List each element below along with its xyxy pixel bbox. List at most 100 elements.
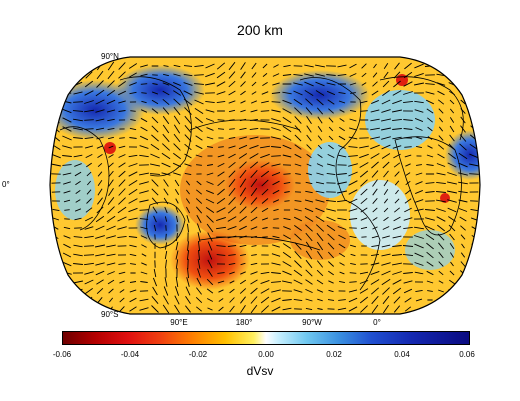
anisotropy-arrow <box>239 178 247 188</box>
anisotropy-arrow <box>161 162 171 168</box>
anisotropy-arrow <box>283 234 291 240</box>
anisotropy-arrow <box>250 206 258 214</box>
anisotropy-arrow <box>86 171 92 177</box>
anisotropy-arrow <box>294 116 302 124</box>
anisotropy-arrow <box>315 81 325 87</box>
anisotropy-arrow <box>228 109 236 113</box>
anisotropy-arrow <box>261 188 269 196</box>
anisotropy-arrow <box>128 63 138 69</box>
anisotropy-arrow <box>414 72 424 78</box>
anisotropy-arrow <box>447 199 457 203</box>
anisotropy-arrow <box>328 144 334 150</box>
anisotropy-arrow <box>383 198 389 204</box>
anisotropy-arrow <box>184 143 192 151</box>
anisotropy-arrow <box>404 146 412 148</box>
anisotropy-arrow <box>229 128 235 130</box>
anisotropy-arrow <box>404 154 412 158</box>
anisotropy-arrow <box>371 244 379 248</box>
anisotropy-arrow <box>394 62 400 70</box>
anisotropy-arrow <box>186 189 190 195</box>
anisotropy-arrow <box>416 145 422 149</box>
anisotropy-arrow <box>426 164 434 166</box>
anisotropy-arrow <box>52 261 60 267</box>
anisotropy-arrow <box>395 189 399 195</box>
anisotropy-arrow <box>414 100 424 104</box>
anisotropy-arrow <box>173 64 181 68</box>
anisotropy-arrow <box>438 108 444 114</box>
anisotropy-arrow <box>228 153 236 159</box>
anisotropy-arrow <box>106 89 116 97</box>
anisotropy-arrow <box>196 180 202 186</box>
anisotropy-arrow <box>471 83 477 85</box>
anisotropy-arrow <box>205 109 215 113</box>
anisotropy-arrow <box>414 199 424 203</box>
anisotropy-arrow <box>251 81 257 87</box>
anisotropy-arrow <box>403 71 413 79</box>
anisotropy-arrow <box>62 307 72 311</box>
anisotropy-arrow <box>436 163 446 167</box>
anisotropy-arrow <box>261 179 269 187</box>
anisotropy-arrow <box>393 153 401 159</box>
colorbar-tick: 0.00 <box>258 350 274 359</box>
anisotropy-arrow <box>349 281 357 283</box>
anisotropy-arrow <box>51 289 61 293</box>
anisotropy-arrow <box>338 100 346 104</box>
anisotropy-arrow <box>438 135 444 141</box>
anisotropy-arrow <box>140 73 148 77</box>
anisotropy-arrow <box>118 179 126 187</box>
anisotropy-arrow <box>436 172 446 176</box>
anisotropy-arrow <box>63 226 71 230</box>
anisotropy-arrow <box>164 242 168 250</box>
anisotropy-arrow <box>227 225 237 231</box>
anisotropy-arrow <box>306 172 312 176</box>
anisotropy-arrow <box>447 64 457 68</box>
anisotropy-arrow <box>360 179 368 187</box>
anisotropy-arrow <box>228 178 236 188</box>
anisotropy-arrow <box>196 223 202 233</box>
anisotropy-arrow <box>73 236 83 238</box>
anisotropy-arrow <box>238 153 248 159</box>
anisotropy-arrow <box>249 136 259 140</box>
anisotropy-arrow <box>73 91 83 95</box>
anisotropy-arrow <box>108 179 114 187</box>
anisotropy-arrow <box>460 261 466 267</box>
anisotropy-arrow <box>74 306 82 312</box>
anisotropy-arrow <box>140 126 148 132</box>
anisotropy-arrow <box>304 90 314 96</box>
anisotropy-arrow <box>218 146 224 148</box>
anisotropy-arrow <box>348 180 358 186</box>
anisotropy-arrow <box>207 259 213 269</box>
anisotropy-arrow <box>97 171 103 177</box>
anisotropy-arrow <box>381 118 391 122</box>
anisotropy-arrow <box>370 127 380 131</box>
colorbar-tick: -0.02 <box>188 350 208 359</box>
anisotropy-arrow <box>118 110 126 112</box>
anisotropy-arrow <box>139 190 149 194</box>
anisotropy-arrow <box>140 117 148 123</box>
anisotropy-arrow <box>317 308 323 310</box>
anisotropy-arrow <box>250 226 258 230</box>
anisotropy-arrow <box>141 100 147 104</box>
anisotropy-arrow <box>141 253 147 257</box>
anisotropy-arrow <box>447 181 457 185</box>
anisotropy-arrow <box>271 155 281 157</box>
colorbar-label: dVsv <box>246 364 274 378</box>
anisotropy-arrow <box>152 286 158 296</box>
anisotropy-arrow <box>317 144 323 150</box>
anisotropy-arrow <box>175 215 179 223</box>
anisotropy-arrow <box>427 136 433 140</box>
anisotropy-arrow <box>282 251 292 259</box>
anisotropy-arrow <box>240 62 246 70</box>
anisotropy-arrow <box>414 252 424 258</box>
anisotropy-arrow <box>305 190 313 194</box>
anisotropy-arrow <box>140 83 148 85</box>
anisotropy-arrow <box>183 90 193 96</box>
anisotropy-arrow <box>128 180 138 186</box>
anisotropy-arrow <box>84 109 94 113</box>
anisotropy-arrow <box>359 271 369 275</box>
anisotropy-arrow <box>151 99 159 105</box>
anisotropy-arrow <box>261 217 269 221</box>
anisotropy-arrow <box>327 99 335 105</box>
anisotropy-arrow <box>414 82 424 86</box>
anisotropy-arrow <box>251 245 257 247</box>
